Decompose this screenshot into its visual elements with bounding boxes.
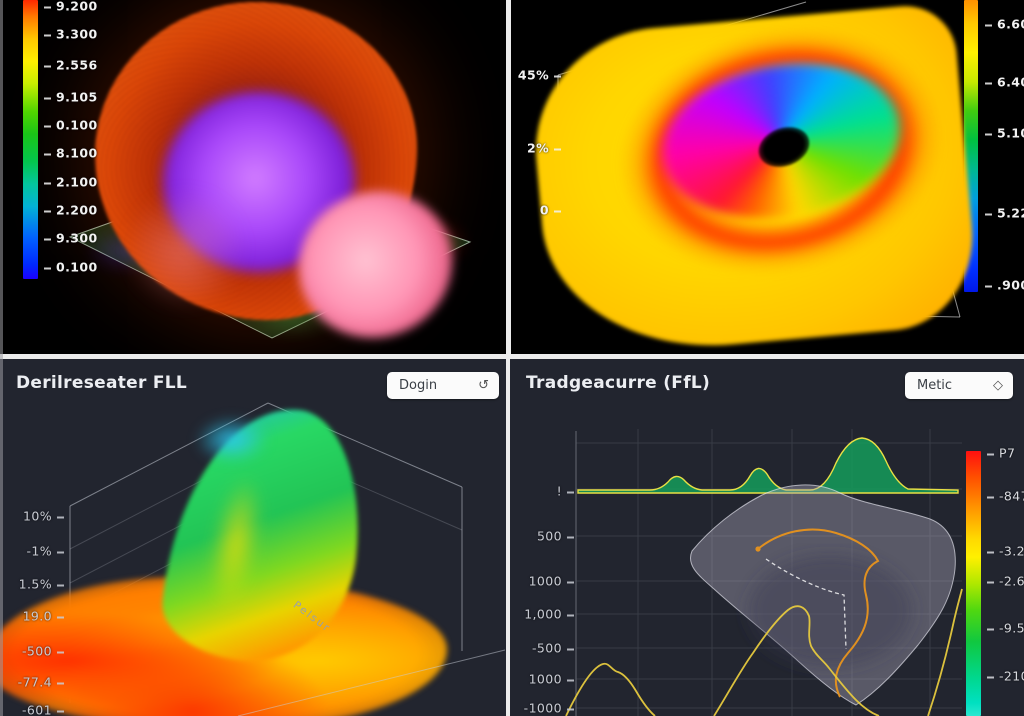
tick-label: 2% — [527, 141, 561, 156]
orange-contour-line — [757, 528, 880, 698]
tick-label: -9.50 — [987, 621, 1024, 636]
panel-crest-surface: Derilreseater FLL Dogin ↺ P — [0, 359, 506, 716]
view-dropdown[interactable]: Dogin ↺ — [387, 372, 499, 399]
tick-label: 10% — [23, 509, 64, 524]
tick-label: 2.556 — [44, 58, 98, 73]
tick-label: -500 — [532, 641, 574, 656]
tick-label: -3.23 — [987, 544, 1024, 559]
tick-label: 2.200 — [44, 203, 98, 218]
tick-label: 5.22 — [985, 206, 1024, 221]
dropdown-value: Dogin — [399, 378, 438, 393]
tick-label: .900 — [985, 278, 1024, 293]
tick-label: -2.60 — [987, 574, 1024, 589]
tick-label: 1.5% — [19, 577, 64, 592]
tick-label: -601 — [22, 703, 64, 716]
front-axis-line — [237, 649, 506, 716]
tick-label: 0 — [540, 203, 561, 218]
tick-label: P7 — [987, 446, 1015, 461]
orange-contour-start-dot — [755, 546, 761, 552]
tick-label: -77.4 — [18, 675, 64, 690]
tick-label: -847 — [987, 489, 1024, 504]
refresh-icon: ◇ — [993, 378, 1003, 393]
tick-label: 9.200 — [44, 0, 98, 14]
tick-label: -1000 — [524, 701, 574, 716]
white-dashed-line — [765, 558, 847, 650]
metric-dropdown[interactable]: Metic ◇ — [905, 372, 1013, 399]
panel-title: Derilreseater FLL — [16, 373, 188, 393]
tick-label: -1% — [26, 544, 64, 559]
green-area-series — [577, 437, 959, 494]
refresh-icon: ↺ — [478, 378, 489, 393]
panel-vortex-surface: 45% 2% 0 6.60 6.40 5.10 5.22 .900 — [511, 0, 1024, 354]
tick-label: 1000 — [529, 574, 574, 589]
tick-label: -500 — [22, 644, 64, 659]
colorbar — [966, 451, 981, 716]
axes-wireframe — [557, 1, 961, 318]
tick-label: 9.300 — [44, 231, 98, 246]
dropdown-value: Metic — [917, 378, 953, 393]
tick-label: 0.100 — [44, 118, 98, 133]
tick-label: 1,000 — [524, 607, 574, 622]
tick-label: 500 — [537, 529, 574, 544]
tick-label: 6.40 — [985, 75, 1024, 90]
panel-torus-surface: 9.200 3.300 2.556 9.105 0.100 8.100 2.100 2.200… — [0, 0, 506, 354]
tick-label: 5.10 — [985, 126, 1024, 141]
tick-label: 3.300 — [44, 27, 98, 42]
yellow-line-series — [565, 588, 963, 716]
tick-label: -210 — [987, 669, 1024, 684]
colorbar — [23, 0, 38, 279]
tick-label: 19.0 — [23, 609, 64, 624]
chart-series — [565, 437, 963, 716]
panel-title: Tradgeacurre (FfL) — [526, 373, 711, 393]
tick-label: 9.105 — [44, 90, 98, 105]
tick-label: 2.100 — [44, 175, 98, 190]
tick-label: 1000 — [529, 672, 574, 687]
tick-label: ! — [557, 484, 574, 499]
left-edge-strip — [0, 0, 3, 716]
tick-label: 6.60 — [985, 17, 1024, 32]
panel-metric-chart: Tradgeacurre (FfL) Metic ◇ — [510, 359, 1024, 716]
tick-label: 45% — [518, 68, 561, 83]
gray-patch-shading — [748, 555, 912, 667]
tick-label: 8.100 — [44, 146, 98, 161]
tick-label: 0.100 — [44, 260, 98, 275]
